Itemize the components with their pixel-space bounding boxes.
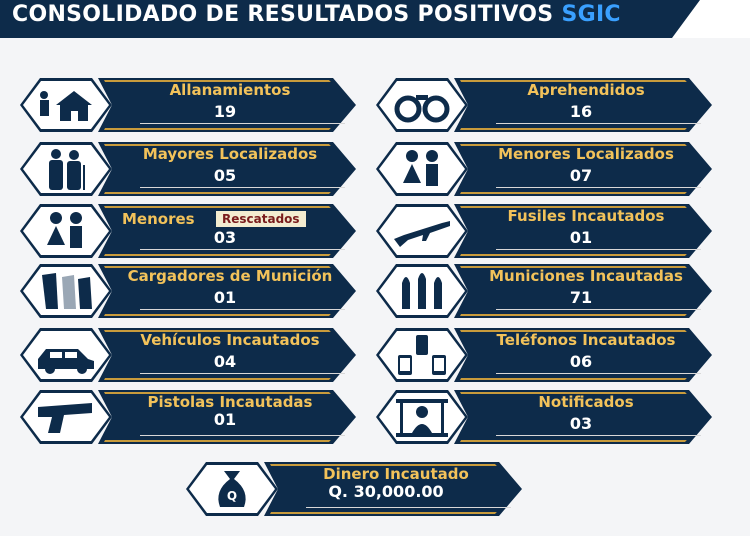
card-title: Notificados bbox=[538, 393, 634, 411]
children-icon bbox=[403, 150, 438, 186]
page-title: CONSOLIDADO DE RESULTADOS POSITIVOS SGIC bbox=[12, 2, 621, 27]
card-title: Menores bbox=[122, 210, 195, 228]
phones-icon bbox=[398, 335, 446, 375]
card-value: 01 bbox=[569, 228, 593, 247]
header-bar bbox=[0, 0, 700, 38]
card-title: Dinero Incautado bbox=[323, 465, 469, 483]
children-icon bbox=[47, 212, 82, 248]
card-value: Q. 30,000.00 bbox=[328, 482, 444, 501]
elderly-couple-icon bbox=[49, 149, 85, 190]
page-title-accent: SGIC bbox=[561, 2, 621, 27]
card-dinero-incautado: Q Dinero Incautado Q. 30,000.00 bbox=[186, 462, 522, 516]
car-icon bbox=[38, 349, 94, 374]
card-title: Municiones Incautadas bbox=[489, 267, 683, 285]
card-menores-localizados: Menores Localizados 07 bbox=[376, 142, 712, 196]
card-allanamientos: Allanamientos 19 bbox=[20, 78, 356, 132]
card-value: 06 bbox=[569, 352, 593, 371]
card-value: 16 bbox=[569, 102, 593, 121]
card-value: 01 bbox=[213, 288, 237, 307]
card-title: Teléfonos Incautados bbox=[496, 331, 676, 349]
card-title: Aprehendidos bbox=[527, 81, 645, 99]
card-title: Pistolas Incautadas bbox=[147, 393, 313, 411]
card-title: Fusiles Incautados bbox=[507, 207, 665, 225]
card-value: 03 bbox=[213, 228, 237, 247]
svg-text:Q: Q bbox=[227, 489, 237, 503]
pistol-icon bbox=[38, 403, 92, 433]
card-aprehendidos: Aprehendidos 16 bbox=[376, 78, 712, 132]
card-pistolas: Pistolas Incautadas 01 bbox=[20, 390, 356, 444]
card-cargadores: Cargadores de Munición 01 bbox=[20, 264, 356, 318]
card-title: Vehículos Incautados bbox=[140, 331, 320, 349]
card-value: 03 bbox=[569, 414, 593, 433]
card-value: 01 bbox=[213, 410, 237, 429]
card-fusiles-incautados: Fusiles Incautados 01 bbox=[376, 204, 712, 258]
magazines-icon bbox=[42, 273, 92, 309]
handcuffs-icon bbox=[394, 95, 450, 123]
card-vehiculos: Vehículos Incautados 04 bbox=[20, 328, 356, 382]
card-title: Mayores Localizados bbox=[142, 145, 318, 163]
header: CONSOLIDADO DE RESULTADOS POSITIVOS SGIC bbox=[0, 0, 750, 38]
card-value: 71 bbox=[569, 288, 593, 307]
card-title: Cargadores de Munición bbox=[127, 267, 333, 285]
page-title-text: CONSOLIDADO DE RESULTADOS POSITIVOS bbox=[12, 2, 554, 27]
card-value: 19 bbox=[213, 102, 237, 121]
card-title: Menores Localizados bbox=[498, 145, 674, 163]
card-menores-rescatados: Menores Rescatados 03 bbox=[20, 204, 356, 258]
rifle-icon bbox=[394, 221, 450, 247]
card-value: 07 bbox=[569, 166, 593, 185]
card-municiones: Municiones Incautadas 71 bbox=[376, 264, 712, 318]
card-value: 05 bbox=[213, 166, 237, 185]
card-telefonos: Teléfonos Incautados 06 bbox=[376, 328, 712, 382]
money-bag-icon: Q bbox=[218, 471, 246, 507]
card-value: 04 bbox=[213, 352, 237, 371]
rescatados-badge: Rescatados bbox=[216, 211, 306, 227]
house-raid-icon bbox=[40, 91, 92, 121]
card-title: Allanamientos bbox=[169, 81, 291, 99]
bullets-icon bbox=[402, 273, 442, 309]
card-notificados: Notificados 03 bbox=[376, 390, 712, 444]
jail-icon bbox=[396, 399, 448, 437]
card-mayores-localizados: Mayores Localizados 05 bbox=[20, 142, 356, 196]
